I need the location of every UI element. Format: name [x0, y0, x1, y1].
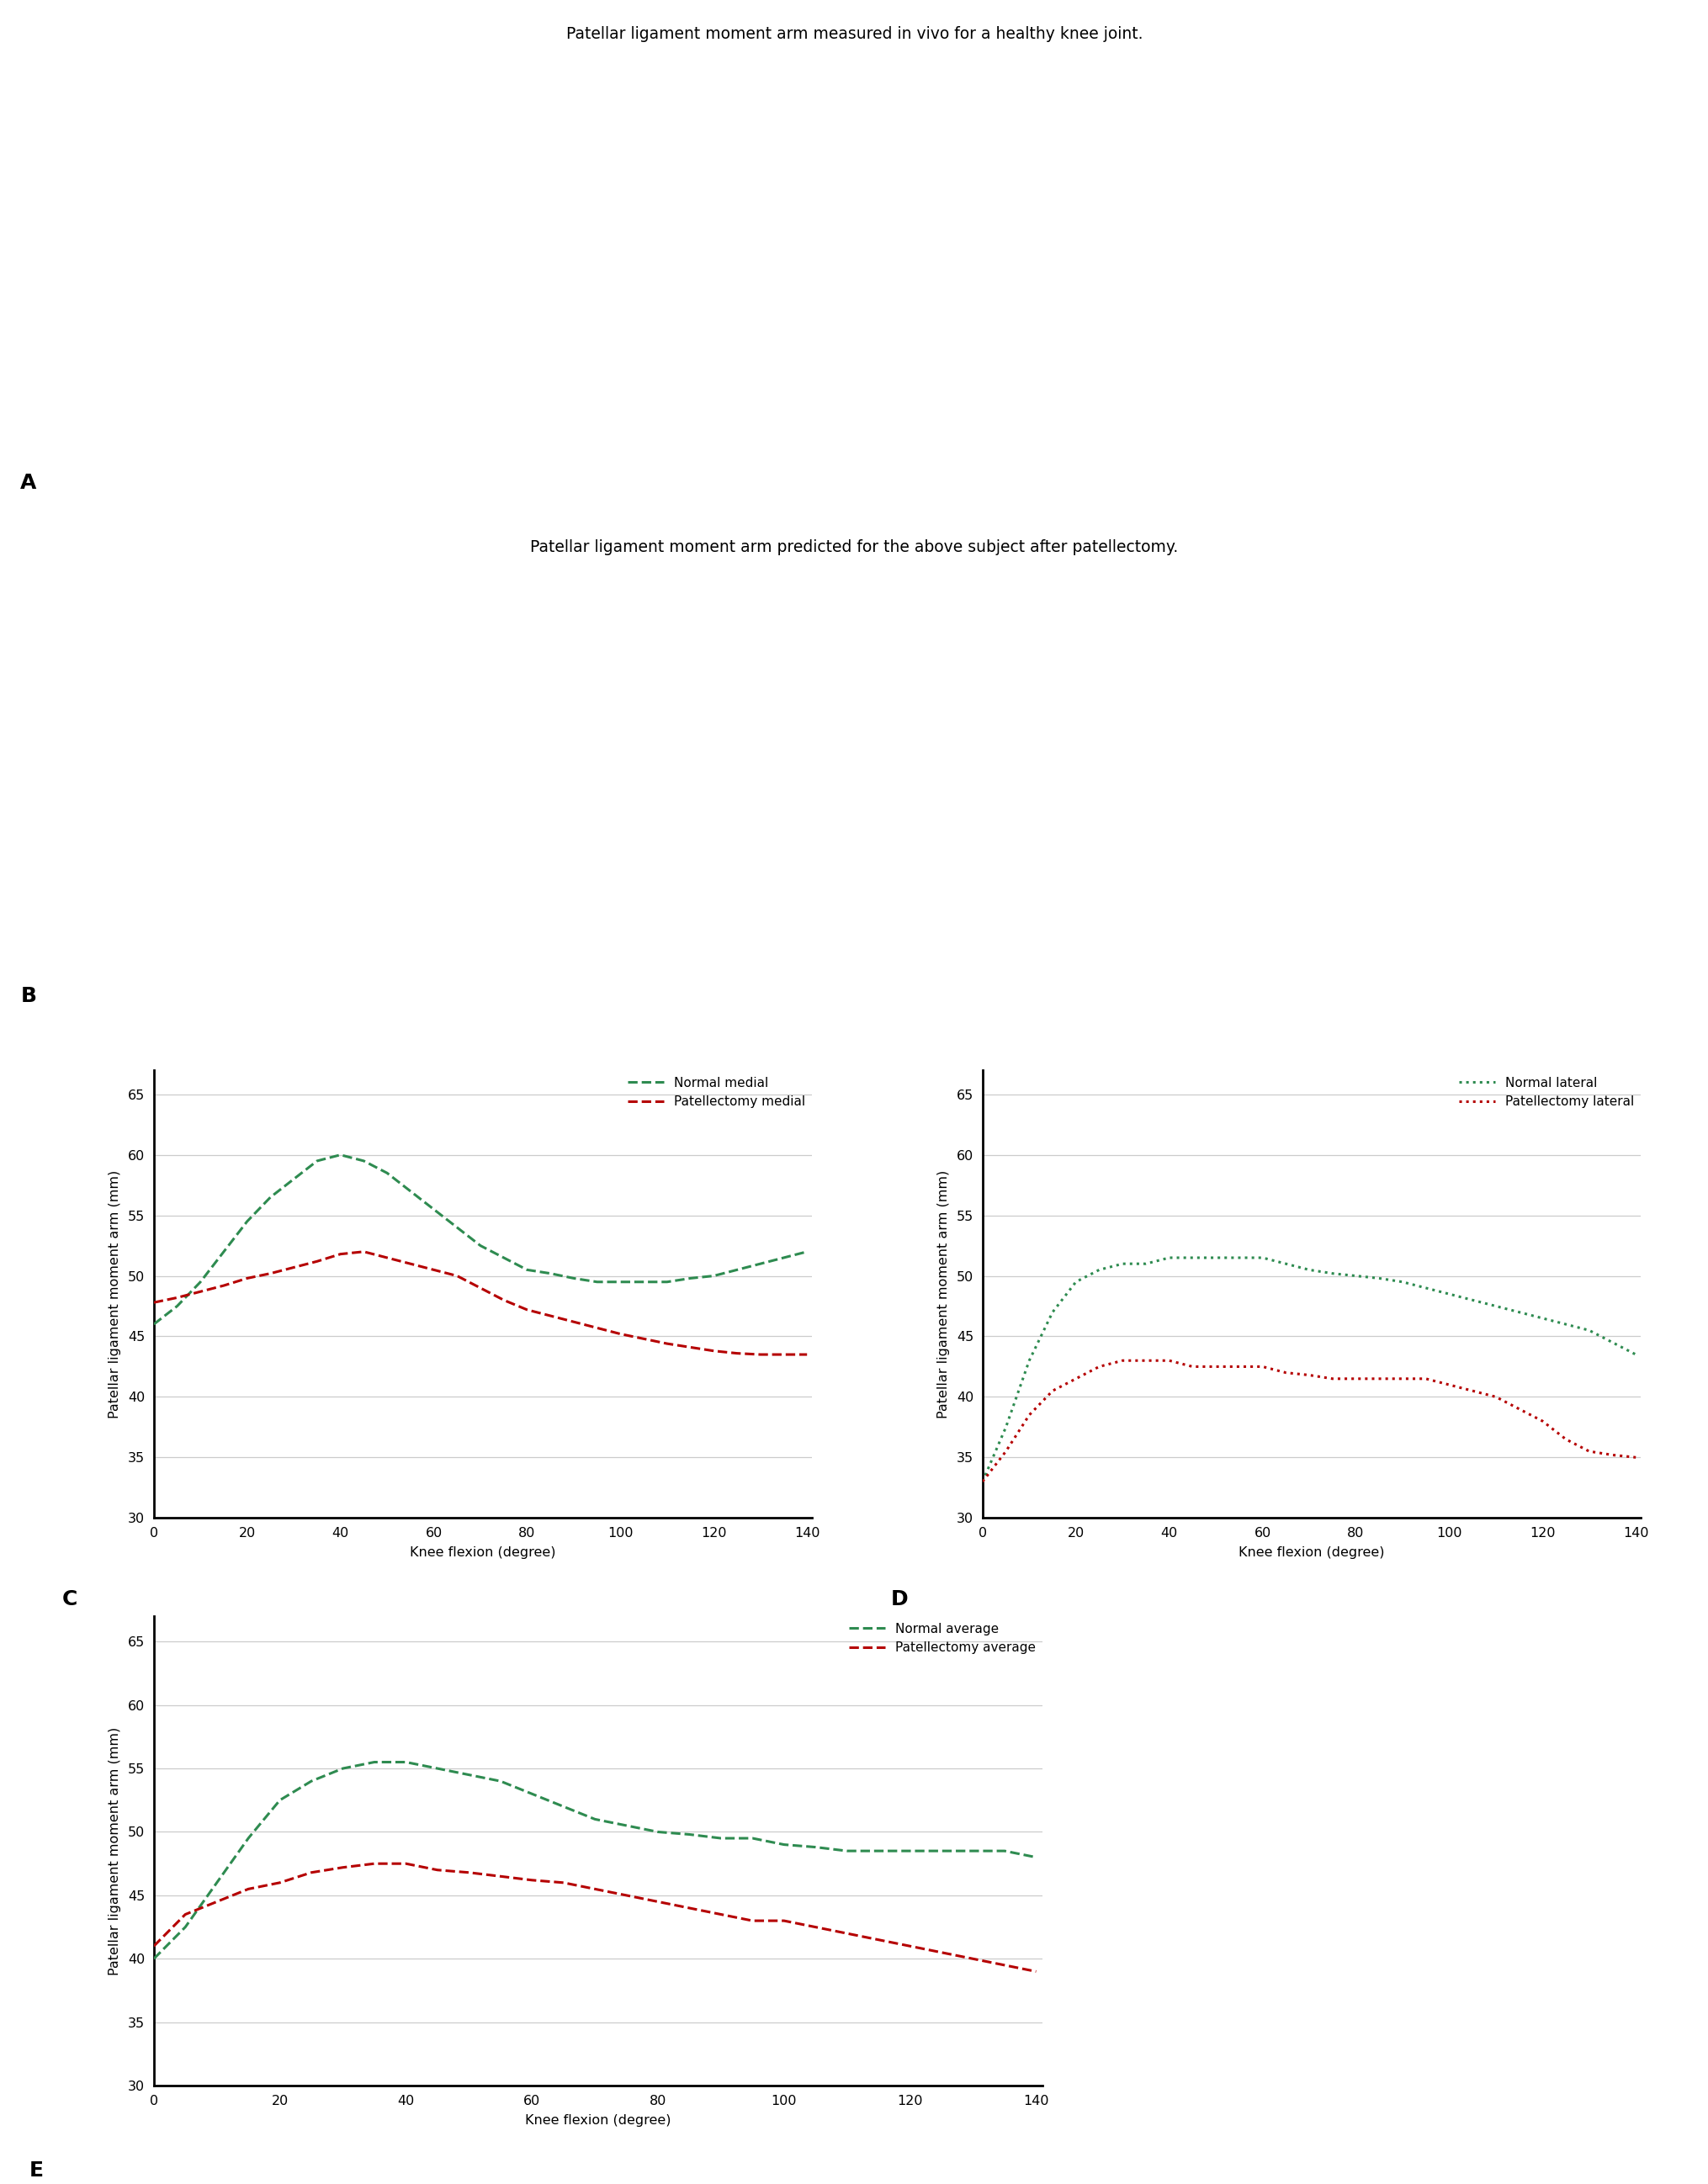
X-axis label: Knee flexion (degree): Knee flexion (degree)	[524, 2114, 671, 2127]
Legend: Normal medial, Patellectomy medial: Normal medial, Patellectomy medial	[627, 1077, 804, 1107]
Text: Patellar ligament moment arm predicted for the above subject after patellectomy.: Patellar ligament moment arm predicted f…	[529, 539, 1179, 555]
Text: A: A	[20, 472, 38, 494]
Y-axis label: Patellar ligament moment arm (mm): Patellar ligament moment arm (mm)	[108, 1171, 121, 1417]
Text: Patellar ligament moment arm measured in vivo for a healthy knee joint.: Patellar ligament moment arm measured in…	[565, 26, 1143, 41]
Y-axis label: Patellar ligament moment arm (mm): Patellar ligament moment arm (mm)	[108, 1728, 121, 1974]
Legend: Normal lateral, Patellectomy lateral: Normal lateral, Patellectomy lateral	[1459, 1077, 1633, 1107]
Text: B: B	[20, 985, 36, 1007]
Text: C: C	[61, 1590, 77, 1610]
Legend: Normal average, Patellectomy average: Normal average, Patellectomy average	[849, 1623, 1035, 1653]
X-axis label: Knee flexion (degree): Knee flexion (degree)	[1238, 1546, 1383, 1559]
Text: D: D	[890, 1590, 907, 1610]
Text: E: E	[29, 2160, 44, 2182]
X-axis label: Knee flexion (degree): Knee flexion (degree)	[410, 1546, 555, 1559]
Y-axis label: Patellar ligament moment arm (mm): Patellar ligament moment arm (mm)	[936, 1171, 950, 1417]
